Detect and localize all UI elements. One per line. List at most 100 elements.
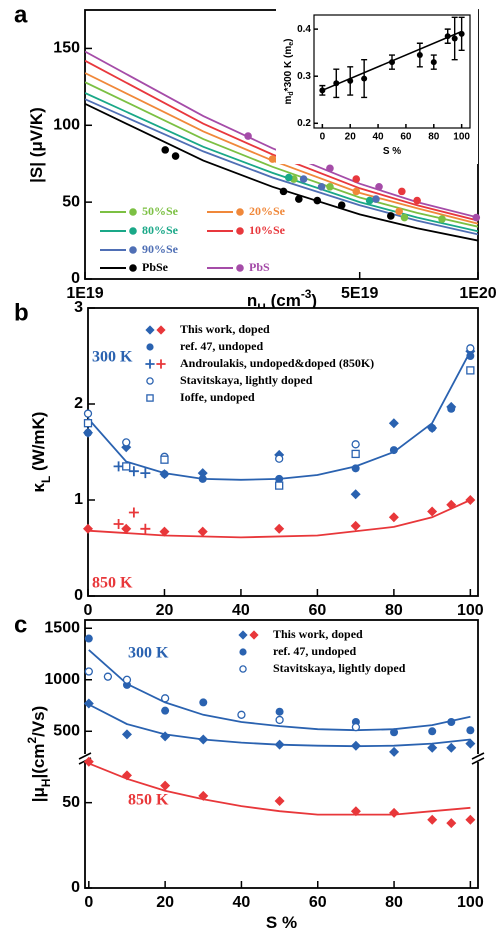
point — [389, 807, 400, 818]
fit-line — [85, 98, 478, 236]
y-tick-label: 0.2 — [297, 118, 311, 129]
legend-label: This work, doped — [273, 627, 363, 641]
point — [121, 729, 132, 740]
label-part: m — [283, 96, 294, 105]
legend-label: Androulakis, undoped&doped (850K) — [180, 356, 374, 370]
x-tick-label: 60 — [400, 132, 412, 143]
y-tick-label: 1500 — [44, 619, 80, 636]
y-axis-label: md*300 K (me) — [283, 38, 296, 104]
point — [156, 359, 166, 369]
legend-dot — [129, 246, 137, 254]
x-tick-label: 5E19 — [341, 285, 378, 302]
point — [239, 665, 247, 673]
point — [295, 195, 303, 203]
point — [413, 196, 421, 205]
label-part: ) — [311, 291, 317, 310]
y-tick-label: 1000 — [44, 671, 80, 688]
point — [430, 59, 437, 66]
axis-break-gap — [474, 754, 482, 762]
legend-label: Stavitskaya, lightly doped — [180, 373, 313, 387]
point — [83, 523, 93, 534]
point — [465, 495, 476, 505]
point — [466, 726, 475, 735]
y-tick-label: 0 — [71, 270, 80, 287]
point — [275, 707, 284, 716]
point — [160, 731, 171, 742]
plot-frame — [84, 619, 479, 889]
point — [352, 187, 361, 196]
point — [438, 215, 446, 223]
point — [447, 404, 456, 413]
point — [350, 520, 361, 531]
point — [275, 481, 284, 490]
x-tick-label: 20 — [345, 132, 357, 143]
point — [160, 455, 169, 464]
point — [387, 212, 395, 220]
point — [389, 446, 398, 455]
label-part: -3 — [301, 287, 312, 301]
label-part: |(cm — [29, 744, 48, 779]
y-tick-label: 50 — [62, 794, 80, 811]
point — [352, 175, 361, 183]
point — [351, 464, 360, 473]
fit-line — [85, 50, 478, 219]
legend-dot — [129, 208, 137, 216]
point — [326, 182, 334, 191]
point — [113, 461, 124, 472]
x-tick-label: 40 — [233, 894, 251, 911]
fit-line — [85, 72, 478, 225]
point — [268, 155, 277, 163]
point — [446, 499, 457, 510]
point — [122, 675, 132, 684]
x-tick-label: 80 — [385, 602, 403, 619]
point — [347, 77, 354, 84]
point — [388, 418, 399, 429]
legend-dot — [129, 264, 137, 272]
legend-label: PbSe — [142, 260, 169, 274]
legend-label: 90%Se — [142, 242, 179, 256]
point — [140, 523, 151, 534]
point — [351, 723, 361, 732]
point — [145, 359, 155, 369]
point — [146, 343, 154, 351]
point — [275, 715, 284, 725]
x-tick-label: 1E19 — [66, 285, 103, 302]
point — [84, 428, 92, 437]
y-tick-label: 3 — [74, 299, 83, 316]
fit-line — [85, 81, 478, 228]
point — [350, 806, 361, 817]
point — [465, 814, 476, 825]
annotation: 300 K — [92, 349, 133, 366]
point — [121, 523, 132, 534]
x-tick-label: 0 — [84, 894, 93, 911]
point — [198, 474, 207, 483]
point — [84, 667, 93, 676]
label-part: e — [288, 42, 295, 46]
point — [427, 742, 438, 753]
label-part: 2 — [25, 737, 39, 744]
x-axis-label: S % — [266, 913, 297, 932]
point — [122, 462, 131, 471]
point — [146, 394, 154, 402]
point — [398, 187, 406, 196]
x-tick-label: 80 — [385, 894, 403, 911]
legend-dot — [236, 227, 244, 235]
point — [244, 132, 252, 140]
x-tick-label: 60 — [309, 602, 327, 619]
x-tick-label: 40 — [232, 602, 250, 619]
point — [161, 706, 170, 715]
x-tick-label: 80 — [428, 132, 440, 143]
point — [249, 630, 259, 640]
point — [395, 207, 403, 216]
point — [444, 33, 451, 40]
legend-label: This work, doped — [180, 322, 270, 336]
point — [372, 195, 380, 203]
point — [466, 352, 475, 360]
legend-label: Stavitskaya, lightly doped — [273, 661, 406, 675]
x-tick-label: 20 — [156, 602, 174, 619]
label-part: H — [39, 779, 53, 788]
fit-line — [88, 762, 471, 816]
label-part: *300 K (m — [283, 46, 294, 92]
point — [274, 739, 285, 750]
